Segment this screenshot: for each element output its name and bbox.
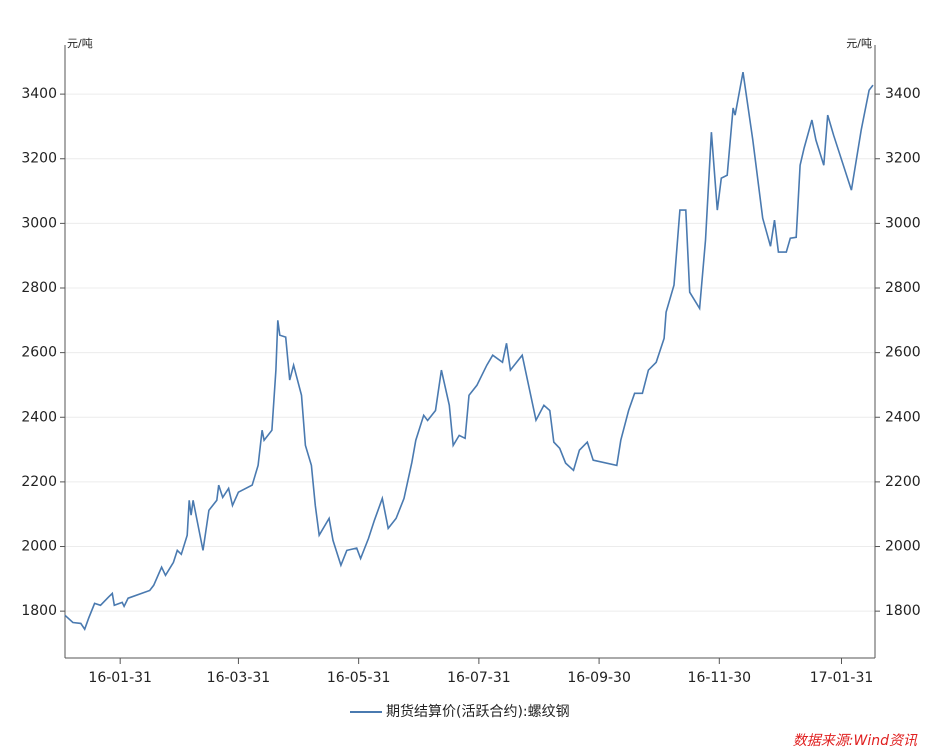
x-tick-label: 16-01-31	[88, 670, 152, 686]
x-tick-label: 16-09-30	[567, 670, 631, 686]
x-tick-label: 16-07-31	[447, 670, 511, 686]
y2-tick-label: 1800	[885, 603, 921, 619]
y-tick-label: 3200	[21, 151, 57, 167]
y-tick-label: 3000	[21, 215, 57, 231]
y2-tick-label: 3000	[885, 215, 921, 231]
y2-tick-label: 3400	[885, 86, 921, 102]
y-tick-label: 2000	[21, 539, 57, 555]
line	[64, 71, 874, 631]
y-tick-label: 2600	[21, 345, 57, 361]
y2-tick-label: 2400	[885, 409, 921, 425]
x-tick-label: 17-01-31	[810, 670, 874, 686]
y-tick-label: 2800	[21, 280, 57, 296]
legend-label: 期货结算价(活跃合约):螺纹钢	[386, 703, 570, 720]
y-unit: 元/吨	[67, 37, 93, 50]
y2-tick-label: 3200	[885, 151, 921, 167]
x-tick-label: 16-03-31	[207, 670, 271, 686]
y2-tick-label: 2600	[885, 345, 921, 361]
y-tick-label: 2200	[21, 474, 57, 490]
y2-tick-label: 2000	[885, 539, 921, 555]
source: 数据来源:Wind资讯	[793, 733, 918, 749]
y2-unit: 元/吨	[846, 37, 872, 50]
y-tick-label: 3400	[21, 86, 57, 102]
y2-tick-label: 2200	[885, 474, 921, 490]
y2-tick-label: 2800	[885, 280, 921, 296]
y-tick-label: 1800	[21, 603, 57, 619]
x-tick-label: 16-11-30	[688, 670, 752, 686]
x-tick-label: 16-05-31	[327, 670, 391, 686]
y-tick-label: 2400	[21, 409, 57, 425]
